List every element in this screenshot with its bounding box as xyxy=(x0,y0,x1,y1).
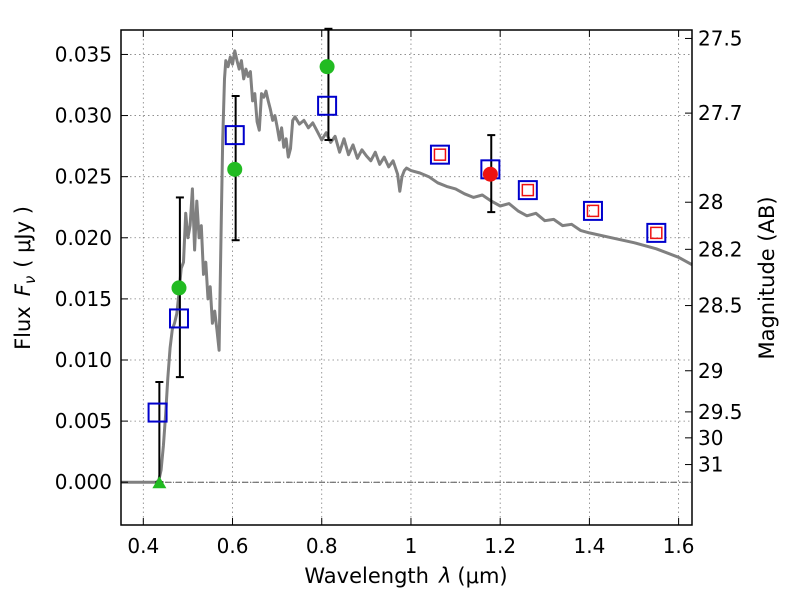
y-tick-label: 0.020 xyxy=(55,226,112,250)
model-square-marker xyxy=(318,97,336,115)
y-tick-label: 0.005 xyxy=(55,409,112,433)
right-tick-label: 28.5 xyxy=(698,294,743,318)
x-tick-label: 0.4 xyxy=(127,534,159,558)
observed-circle-marker xyxy=(171,280,186,295)
y-tick-label: 0.010 xyxy=(55,348,112,372)
right-tick-label: 28 xyxy=(698,190,723,214)
right-tick-label: 27.5 xyxy=(698,26,743,50)
y-tick-label: 0.025 xyxy=(55,165,112,189)
right-tick-label: 29.5 xyxy=(698,400,743,424)
model-square-marker xyxy=(431,146,449,164)
x-axis-label: Wavelength λ (μm) xyxy=(304,564,507,588)
error-bar xyxy=(324,29,332,140)
right-tick-label: 30 xyxy=(698,426,723,450)
y-tick-label: 0.030 xyxy=(55,104,112,128)
observed-circle-marker xyxy=(320,59,335,74)
model-square-marker xyxy=(519,181,537,199)
y-tick-label: 0.015 xyxy=(55,287,112,311)
right-tick-label: 29 xyxy=(698,359,723,383)
y-axis-label: FluxFν( μJy ) xyxy=(11,206,39,350)
nir-inner-square-marker xyxy=(434,149,445,160)
y-tick-label: 0.000 xyxy=(55,470,112,494)
nir-detection-marker xyxy=(483,167,498,182)
right-axis-label: Magnitude (AB) xyxy=(755,196,779,359)
y-tick-label: 0.035 xyxy=(55,42,112,66)
data-markers xyxy=(149,59,666,488)
nir-inner-square-marker xyxy=(651,227,662,238)
x-tick-label: 1.6 xyxy=(663,534,695,558)
observed-circle-marker xyxy=(227,162,242,177)
model-square-marker xyxy=(584,202,602,220)
nir-inner-square-marker xyxy=(522,185,533,196)
right-tick-label: 28.2 xyxy=(698,237,743,261)
x-tick-label: 1 xyxy=(405,534,418,558)
sed-chart: 0.4 0.6 0.8 1 1.2 1.4 1.6 0.000 0.005 0.010 0.015 0… xyxy=(0,0,800,600)
model-square-marker xyxy=(647,224,665,242)
right-tick-label: 27.7 xyxy=(698,101,743,125)
x-tick-label: 0.6 xyxy=(217,534,249,558)
right-tick-label: 31 xyxy=(698,453,723,477)
x-tick-label: 0.8 xyxy=(306,534,338,558)
x-tick-label: 1.2 xyxy=(484,534,516,558)
x-tick-label: 1.4 xyxy=(573,534,605,558)
